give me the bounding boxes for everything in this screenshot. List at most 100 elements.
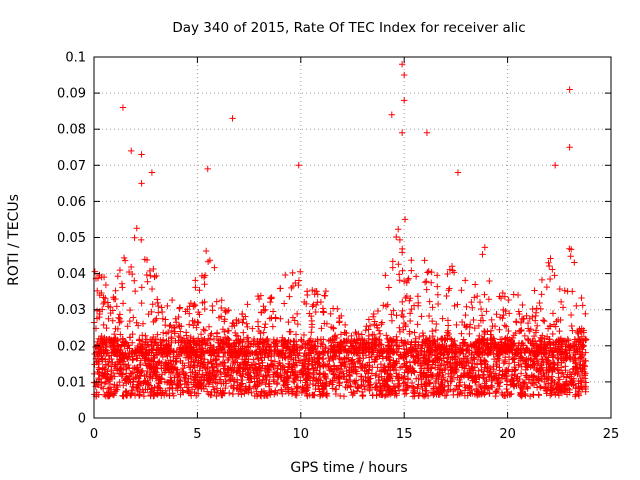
data-point <box>547 255 554 262</box>
data-point <box>272 314 279 321</box>
data-point <box>94 274 102 282</box>
data-point <box>457 349 464 356</box>
data-point <box>475 322 483 330</box>
data-point <box>151 273 158 280</box>
data-point-outlier <box>388 111 395 118</box>
data-point <box>217 335 224 343</box>
data-point <box>236 386 243 393</box>
data-point <box>343 329 350 337</box>
data-point <box>211 264 218 271</box>
data-point <box>434 300 442 308</box>
data-point <box>393 233 400 241</box>
data-point <box>394 383 402 391</box>
data-point <box>423 278 430 285</box>
data-point <box>130 375 138 382</box>
data-point <box>255 295 263 303</box>
data-point <box>141 341 149 349</box>
data-point-outlier <box>398 129 406 137</box>
data-point <box>115 370 123 377</box>
data-point <box>262 380 269 388</box>
data-point <box>470 354 477 361</box>
data-point <box>371 321 378 328</box>
data-point <box>297 268 304 275</box>
data-point <box>429 317 436 325</box>
data-point <box>119 300 127 307</box>
data-point <box>401 360 408 367</box>
data-point <box>366 375 373 383</box>
data-point <box>358 388 366 396</box>
data-point <box>111 330 118 338</box>
data-point <box>298 389 306 397</box>
data-point <box>433 272 441 279</box>
data-point <box>104 392 111 399</box>
data-point <box>264 335 271 343</box>
data-point <box>406 297 413 305</box>
data-point <box>424 364 432 372</box>
data-point <box>487 383 495 391</box>
data-point <box>480 368 488 375</box>
data-point <box>557 370 565 377</box>
data-point <box>182 329 190 336</box>
data-point <box>192 352 199 360</box>
data-point <box>475 345 483 353</box>
data-point <box>570 349 577 357</box>
data-point <box>322 287 330 295</box>
data-point <box>309 286 316 294</box>
data-point <box>352 364 359 371</box>
data-point <box>275 374 282 381</box>
data-point <box>197 363 204 370</box>
data-point <box>443 358 451 365</box>
data-point <box>222 369 229 377</box>
data-point <box>562 382 570 390</box>
data-point <box>483 385 491 393</box>
data-point <box>570 381 577 389</box>
data-point <box>528 371 535 379</box>
data-point <box>400 278 408 285</box>
data-point <box>445 382 452 389</box>
data-point <box>186 339 194 346</box>
data-point <box>109 317 116 324</box>
data-point <box>514 377 521 384</box>
data-point <box>520 315 527 323</box>
data-point <box>219 326 227 333</box>
data-point <box>533 351 540 358</box>
data-point <box>233 368 240 376</box>
data-point <box>468 349 476 357</box>
data-point <box>400 386 407 393</box>
data-point <box>200 274 208 281</box>
data-point <box>545 361 552 368</box>
data-point <box>526 315 533 322</box>
data-point <box>529 380 536 387</box>
data-point <box>329 385 337 392</box>
data-point <box>133 319 140 326</box>
data-point <box>93 379 101 387</box>
data-point <box>548 390 555 398</box>
data-point <box>569 377 577 385</box>
data-point <box>416 333 423 341</box>
data-point <box>410 387 417 394</box>
data-point <box>125 353 132 361</box>
data-point <box>576 336 583 344</box>
data-point <box>364 361 371 369</box>
data-point <box>255 360 263 367</box>
data-point <box>425 352 432 360</box>
data-point <box>423 348 430 355</box>
data-point <box>124 355 131 362</box>
data-point <box>257 348 265 355</box>
data-point <box>103 324 110 332</box>
data-point <box>512 349 520 356</box>
data-point <box>445 330 452 338</box>
data-point <box>98 332 105 340</box>
data-point <box>372 372 379 379</box>
data-point <box>244 323 251 331</box>
x-tick-label: 15 <box>396 427 413 442</box>
data-point <box>498 336 506 343</box>
data-point <box>201 298 208 306</box>
data-point <box>446 373 454 380</box>
data-point <box>543 333 551 340</box>
data-point <box>221 318 228 325</box>
data-point <box>200 377 207 384</box>
data-point <box>259 338 267 345</box>
data-point <box>388 372 395 380</box>
